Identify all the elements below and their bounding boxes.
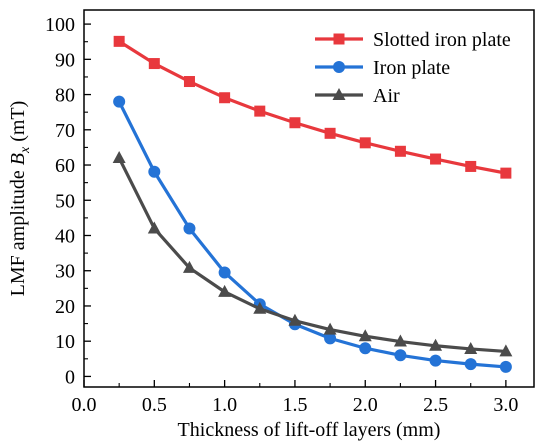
- data-point-air: [147, 221, 161, 234]
- data-point-iron-plate: [183, 222, 196, 235]
- legend-swatch-marker: [332, 88, 346, 100]
- y-axis-title-prefix: LMF amplitude: [7, 165, 29, 296]
- plot-area: [83, 9, 535, 388]
- y-tick-label: 90: [55, 49, 75, 71]
- y-tick-label: 50: [55, 190, 75, 212]
- x-tick-label: 3.0: [493, 394, 518, 416]
- x-tick-label: 1.5: [282, 394, 307, 416]
- data-point-iron-plate: [394, 349, 407, 362]
- data-point-slotted-iron-plate: [219, 92, 231, 104]
- data-point-iron-plate: [218, 266, 231, 279]
- legend-label: Iron plate: [373, 57, 450, 79]
- y-axis-title-unit: (mT): [7, 101, 29, 147]
- legend-label: Slotted iron plate: [373, 29, 511, 51]
- data-point-slotted-iron-plate: [359, 137, 371, 149]
- y-tick-label: 40: [55, 225, 75, 247]
- data-point-air: [393, 334, 407, 347]
- data-point-air: [182, 260, 196, 273]
- x-tick-label: 1.0: [212, 394, 237, 416]
- y-axis-title-symbol: B: [7, 153, 29, 165]
- x-tick-label: 2.5: [423, 394, 448, 416]
- data-point-slotted-iron-plate: [254, 105, 266, 117]
- series-slotted-iron-plate: [113, 35, 512, 179]
- x-tick-label: 0.0: [72, 394, 97, 416]
- data-point-iron-plate: [464, 358, 477, 371]
- data-point-iron-plate: [359, 342, 372, 355]
- series-iron-plate: [113, 95, 512, 373]
- y-tick-label: 60: [55, 155, 75, 177]
- y-tick-label: 80: [55, 85, 75, 107]
- y-tick-label: 20: [55, 296, 75, 318]
- data-point-air: [499, 344, 513, 357]
- legend-item-air: Air: [315, 85, 400, 107]
- y-axis-title-subscript: x: [18, 146, 33, 154]
- legend: Slotted iron plate Iron plate Air: [315, 29, 511, 107]
- y-tick-label: 70: [55, 120, 75, 142]
- data-point-air: [288, 313, 302, 326]
- x-tick-label: 2.0: [353, 394, 378, 416]
- data-point-slotted-iron-plate: [289, 117, 301, 129]
- y-tick-label: 100: [45, 14, 75, 36]
- x-axis-title: Thickness of lift-off layers (mm): [178, 419, 441, 441]
- data-point-air: [429, 338, 443, 351]
- data-point-air: [464, 341, 478, 354]
- series-line-air: [117, 157, 506, 354]
- data-point-iron-plate: [148, 165, 161, 178]
- legend-item-slotted-iron-plate: Slotted iron plate: [315, 29, 511, 51]
- data-point-iron-plate: [429, 354, 442, 367]
- data-point-iron-plate: [113, 95, 126, 108]
- legend-item-iron-plate: Iron plate: [315, 57, 450, 79]
- data-point-air: [253, 301, 267, 314]
- legend-label: Air: [373, 85, 400, 107]
- data-point-slotted-iron-plate: [113, 35, 125, 47]
- legend-swatch-marker: [333, 61, 345, 73]
- series-line-slotted-iron-plate: [118, 40, 507, 175]
- y-tick-label: 10: [55, 331, 75, 353]
- data-point-air: [323, 322, 337, 335]
- data-point-slotted-iron-plate: [394, 145, 406, 157]
- data-point-slotted-iron-plate: [500, 167, 512, 179]
- data-point-iron-plate: [324, 332, 337, 345]
- data-point-slotted-iron-plate: [465, 160, 477, 172]
- ticks: [83, 23, 507, 387]
- y-tick-label: 30: [55, 261, 75, 283]
- x-tick-label: 0.5: [142, 394, 167, 416]
- legend-swatch-marker: [333, 33, 345, 45]
- tick-labels: 0.0 0.5 1.0 1.5 2.0 2.5 3.0 0 10 20 30 40 50 60 70 80 90…: [45, 14, 518, 416]
- data-point-slotted-iron-plate: [430, 153, 442, 165]
- data-point-slotted-iron-plate: [183, 76, 195, 88]
- data-point-air: [218, 284, 232, 297]
- y-axis-title: LMF amplitude Bx (mT): [7, 101, 33, 297]
- data-point-iron-plate: [499, 360, 512, 373]
- data-point-slotted-iron-plate: [148, 58, 160, 70]
- series-layer: [112, 35, 513, 373]
- data-point-air: [358, 329, 372, 342]
- series-air: [112, 150, 513, 357]
- y-tick-label: 0: [65, 366, 75, 388]
- data-point-air: [112, 150, 126, 163]
- data-point-slotted-iron-plate: [324, 127, 336, 139]
- plot-frame: [83, 9, 535, 388]
- series-line-iron-plate: [117, 100, 507, 369]
